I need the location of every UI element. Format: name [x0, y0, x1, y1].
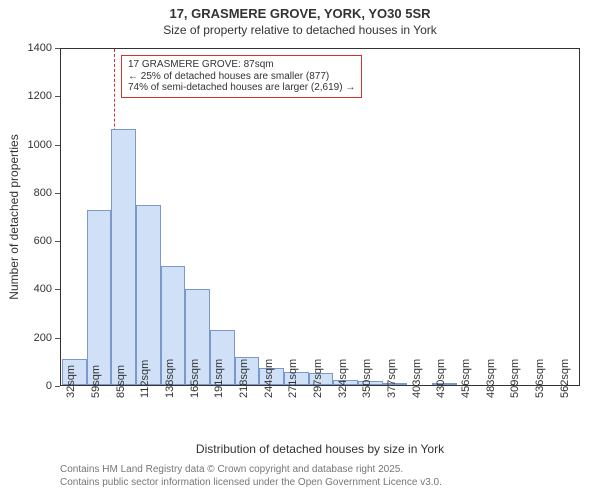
callout-line1: 17 GRASMERE GROVE: 87sqm: [128, 59, 355, 71]
chart-title: 17, GRASMERE GROVE, YORK, YO30 5SR: [0, 0, 600, 21]
y-tick-label: 1200: [0, 90, 52, 102]
x-axis-label: Distribution of detached houses by size …: [60, 442, 580, 456]
y-tick-label: 1400: [0, 42, 52, 54]
y-tick-label: 1000: [0, 139, 52, 151]
y-tick: [55, 96, 60, 97]
callout-line2: ← 25% of detached houses are smaller (87…: [128, 71, 355, 83]
y-tick-label: 800: [0, 187, 52, 199]
y-tick: [55, 338, 60, 339]
histogram-bar: [136, 205, 161, 385]
histogram-bar: [87, 210, 112, 385]
footer-line1: Contains HM Land Registry data © Crown c…: [60, 464, 442, 477]
plot-area: 17 GRASMERE GROVE: 87sqm ← 25% of detach…: [60, 48, 580, 386]
y-tick: [55, 193, 60, 194]
y-tick: [55, 145, 60, 146]
y-tick-label: 0: [0, 380, 52, 392]
chart-container: 17, GRASMERE GROVE, YORK, YO30 5SR Size …: [0, 0, 600, 500]
y-tick-label: 200: [0, 332, 52, 344]
y-tick-label: 600: [0, 235, 52, 247]
chart-subtitle: Size of property relative to detached ho…: [0, 21, 600, 41]
callout-line3: 74% of semi-detached houses are larger (…: [128, 82, 355, 94]
footer-line2: Contains public sector information licen…: [60, 477, 442, 490]
y-axis-label: Number of detached properties: [7, 134, 21, 299]
attribution-footer: Contains HM Land Registry data © Crown c…: [60, 464, 442, 489]
y-tick: [55, 48, 60, 49]
histogram-bar: [111, 129, 136, 385]
y-tick: [55, 386, 60, 387]
y-tick: [55, 289, 60, 290]
y-tick-label: 400: [0, 283, 52, 295]
y-tick: [55, 241, 60, 242]
annotation-callout: 17 GRASMERE GROVE: 87sqm ← 25% of detach…: [121, 55, 362, 98]
